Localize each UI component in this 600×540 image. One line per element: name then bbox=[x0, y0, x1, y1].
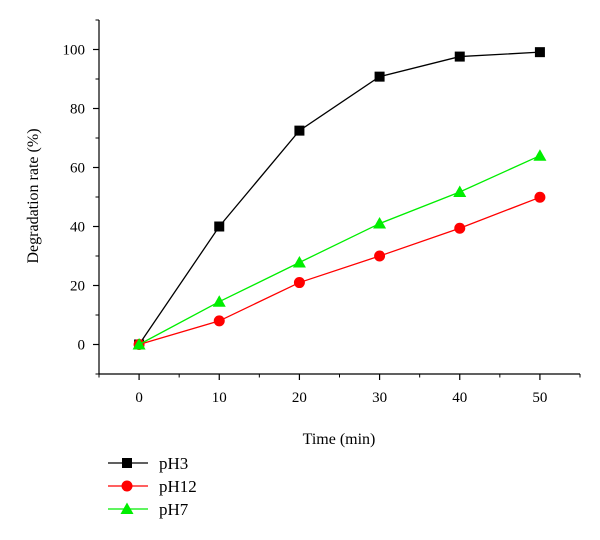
y-ticks: 0 20 40 60 80 100 bbox=[63, 19, 99, 375]
data-point-circle bbox=[374, 250, 386, 262]
data-point-triangle bbox=[132, 338, 146, 350]
x-tick-label: 50 bbox=[532, 390, 547, 406]
data-point-square bbox=[374, 71, 385, 82]
y-tick-label: 20 bbox=[70, 279, 85, 295]
legend-item-ph12: pH12 bbox=[108, 477, 197, 496]
data-point-circle bbox=[293, 277, 305, 289]
series-layer bbox=[132, 47, 547, 350]
y-tick-label: 100 bbox=[63, 43, 86, 59]
data-point-circle bbox=[454, 222, 466, 234]
legend-label: pH7 bbox=[159, 500, 189, 519]
data-point-triangle bbox=[373, 217, 387, 229]
x-tick-label: 0 bbox=[135, 390, 143, 406]
legend-item-ph7: pH7 bbox=[108, 500, 189, 519]
legend-label: pH3 bbox=[159, 454, 188, 473]
legend: pH3 pH12 pH7 bbox=[108, 454, 197, 519]
x-ticks: 0 10 20 30 40 50 bbox=[98, 374, 581, 406]
x-tick-label: 20 bbox=[292, 390, 307, 406]
y-tick-label: 0 bbox=[78, 338, 86, 354]
y-tick-label: 60 bbox=[70, 161, 85, 177]
x-tick-label: 40 bbox=[452, 390, 467, 406]
series-line bbox=[138, 196, 541, 346]
legend-label: pH12 bbox=[159, 477, 197, 496]
data-point-triangle bbox=[292, 255, 306, 268]
data-point-square bbox=[214, 221, 225, 232]
y-axis-title: Degradation rate (%) bbox=[25, 128, 42, 263]
plot-frame bbox=[98, 20, 580, 375]
series-ph7 bbox=[132, 149, 547, 350]
data-point-triangle bbox=[453, 185, 467, 197]
series-line bbox=[138, 155, 541, 346]
y-tick-label: 40 bbox=[70, 220, 85, 236]
data-point-square bbox=[454, 51, 465, 62]
data-point-triangle bbox=[120, 502, 134, 514]
data-point-square bbox=[294, 125, 305, 136]
x-axis-title: Time (min) bbox=[303, 431, 376, 448]
series-ph3 bbox=[134, 47, 545, 350]
series-ph12 bbox=[133, 191, 546, 350]
data-point-triangle bbox=[212, 295, 226, 307]
series-line bbox=[138, 51, 540, 345]
data-point-square bbox=[122, 458, 132, 468]
data-point-circle bbox=[213, 315, 225, 327]
data-point-triangle bbox=[533, 149, 547, 161]
legend-item-ph3: pH3 bbox=[108, 454, 188, 473]
data-point-square bbox=[534, 47, 545, 58]
data-point-circle bbox=[534, 191, 546, 203]
y-tick-label: 80 bbox=[70, 102, 85, 118]
x-tick-label: 10 bbox=[212, 390, 227, 406]
x-tick-label: 30 bbox=[372, 390, 387, 406]
data-point-circle bbox=[121, 480, 133, 492]
